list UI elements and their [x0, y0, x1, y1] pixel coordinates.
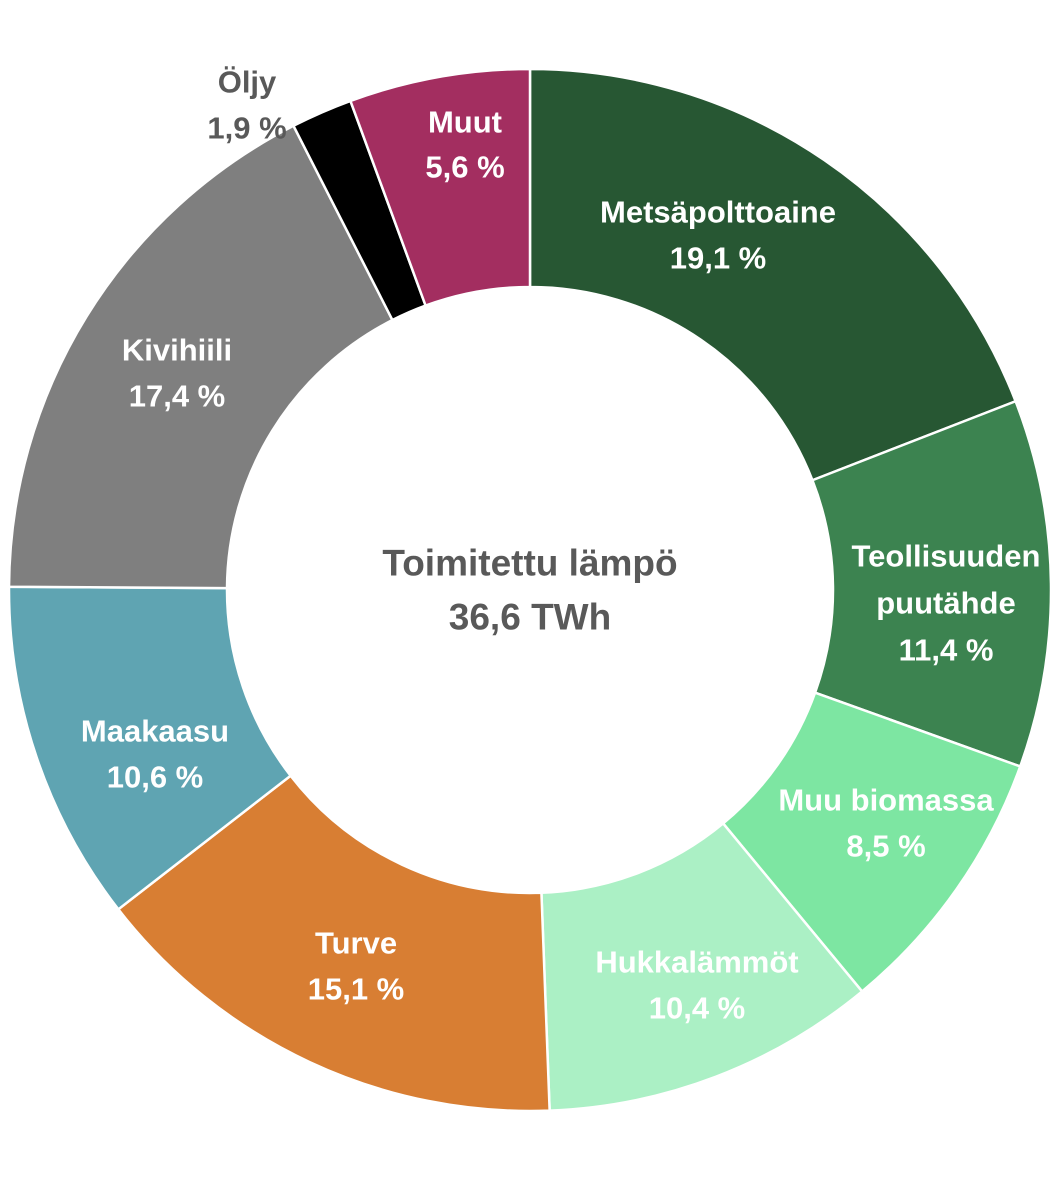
slice-label-turve: Turve 15,1 % [308, 926, 405, 1007]
slice-label-muut: Muut 5,6 % [425, 105, 504, 185]
slice-label-metsapolttoaine: Metsäpolttoaine 19,1 % [600, 195, 836, 276]
slice-label-oljy: Öljy 1,9 % [207, 65, 286, 146]
slice-label-teollisuuden-puutahde: Teollisuuden puutähde 11,4 % [852, 539, 1041, 668]
slice-muut [349, 67, 532, 307]
slice-label-kivihiili: Kivihiili 17,4 % [122, 333, 232, 414]
donut-center-label: Toimitettu lämpö 36,6 TWh [382, 543, 677, 638]
slice-label-hukkalammot: Hukkalämmöt 10,4 % [595, 945, 798, 1026]
slice-label-maakaasu: Maakaasu 10,6 % [81, 714, 229, 795]
slice-metsapolttoaine [528, 67, 1017, 482]
slice-kivihiili [7, 124, 394, 590]
slice-label-muu-biomassa: Muu biomassa 8,5 % [778, 783, 994, 864]
slice-turve [117, 774, 551, 1113]
slice-maakaasu [7, 585, 292, 911]
slice-teollisuuden-puutahde [811, 400, 1053, 768]
